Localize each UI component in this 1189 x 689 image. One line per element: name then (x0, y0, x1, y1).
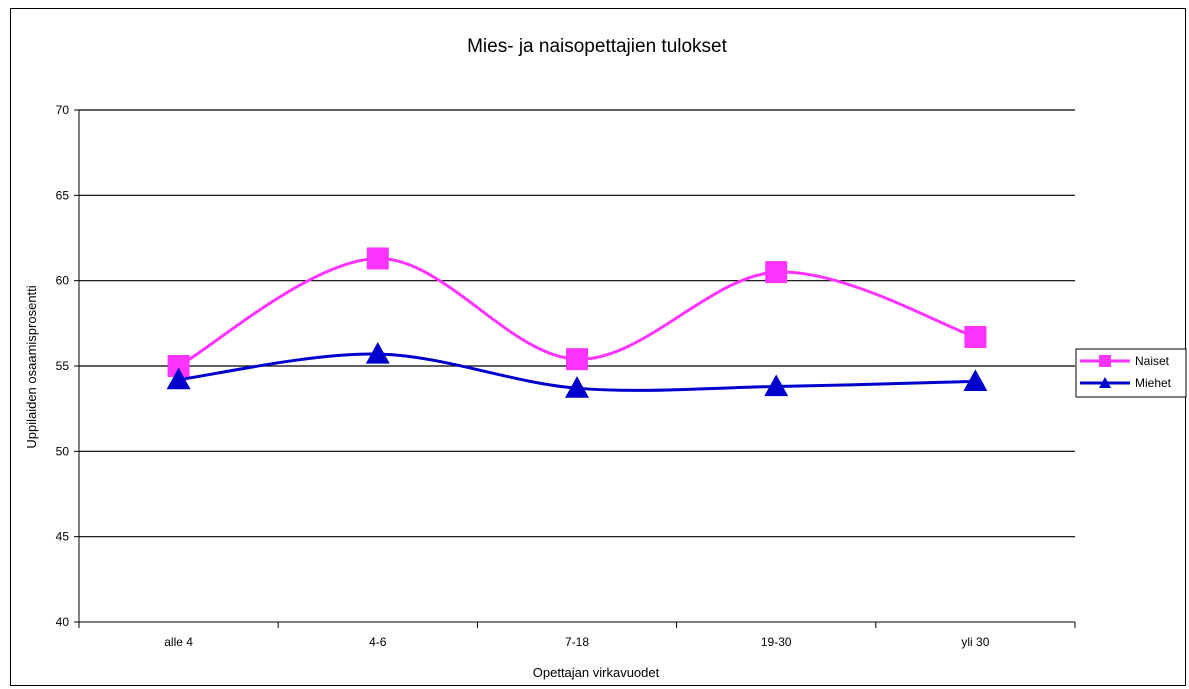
data-point (566, 348, 588, 371)
axes (74, 109, 1076, 628)
x-tick-label: 4-6 (369, 635, 387, 649)
x-tick-labels: alle 4 4-6 7-18 19-30 yli 30 (164, 635, 989, 649)
data-point (167, 355, 190, 377)
legend: Naiset Miehet (1075, 348, 1187, 398)
gridlines (79, 109, 1075, 538)
data-point (963, 369, 988, 391)
data-point (964, 325, 987, 348)
legend-marker (1099, 355, 1111, 367)
data-point (365, 342, 390, 364)
y-tick-label: 65 (56, 188, 70, 202)
y-axis-label: Uppilaiden osaamisprosentti (24, 285, 39, 448)
y-tick-label: 60 (56, 274, 70, 288)
series-naiset (167, 247, 987, 377)
data-point (565, 376, 589, 398)
legend-box (1075, 348, 1187, 398)
x-tick-label: 19-30 (761, 635, 792, 649)
legend-label: Naiset (1135, 354, 1170, 368)
y-tick-label: 40 (56, 615, 70, 629)
chart-title: Mies- ja naisopettajien tulokset (467, 36, 728, 57)
y-tick-label: 70 (56, 103, 70, 117)
series-layer (166, 247, 988, 398)
x-tick-label: yli 30 (961, 635, 989, 649)
data-point (765, 261, 788, 284)
y-tick-label: 55 (56, 359, 70, 373)
y-tick-label: 50 (56, 444, 70, 458)
data-point (764, 374, 789, 397)
legend-marker (1099, 377, 1111, 388)
data-point (166, 367, 191, 390)
y-tick-labels: 40 45 50 55 60 65 70 (56, 103, 70, 629)
x-tick-label: alle 4 (164, 635, 193, 649)
x-tick-label: 7-18 (565, 635, 589, 649)
y-tick-label: 45 (56, 530, 70, 544)
x-axis-label: Opettajan virkavuodet (533, 665, 660, 680)
data-point (366, 247, 389, 270)
legend-label: Miehet (1135, 376, 1172, 390)
series-miehet (166, 342, 988, 398)
